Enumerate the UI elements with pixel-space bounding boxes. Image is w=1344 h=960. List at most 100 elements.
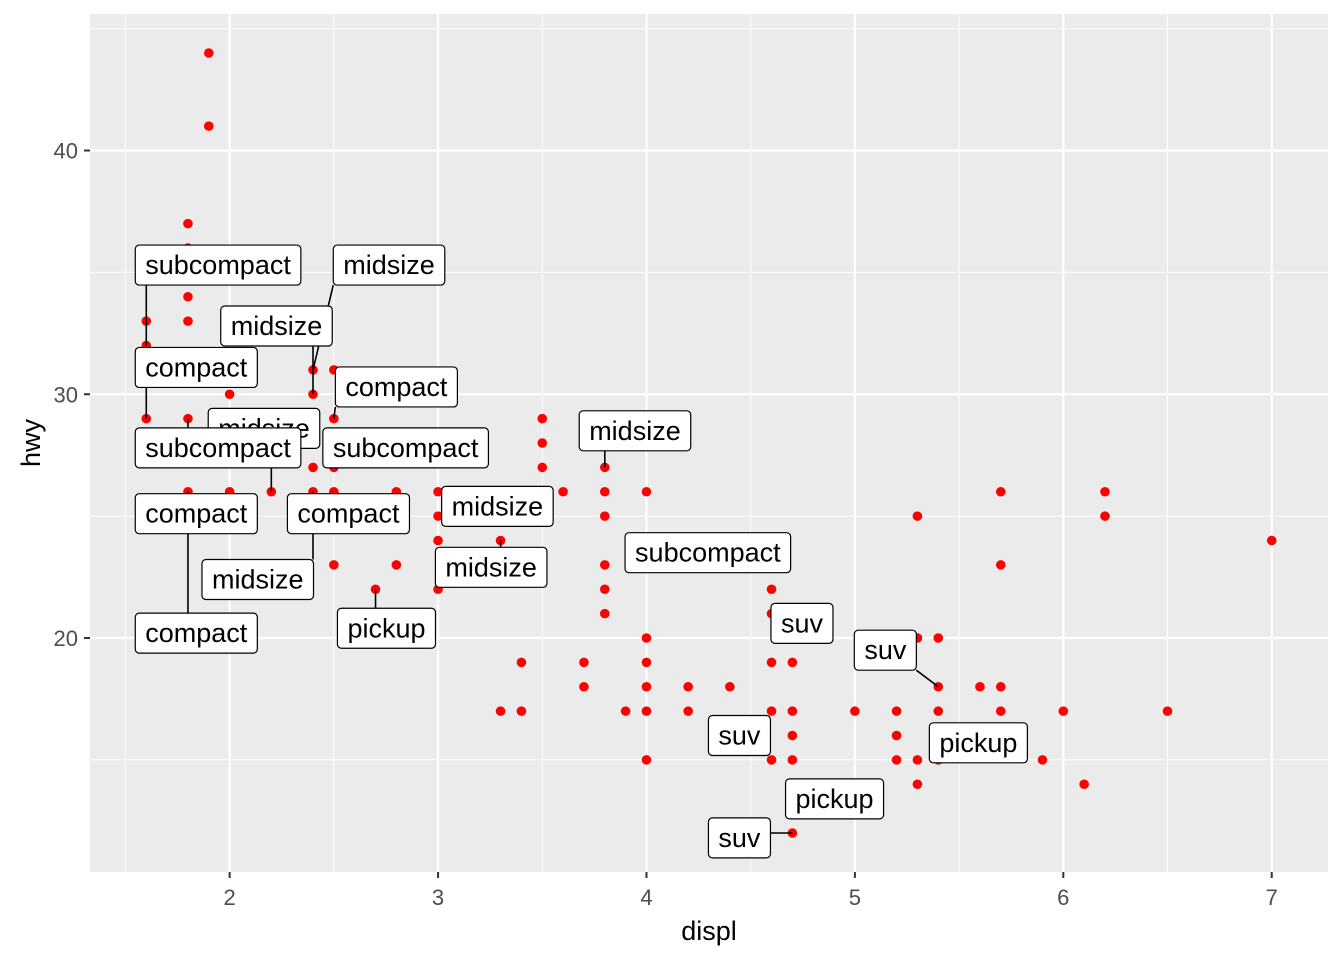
data-point [891,706,902,716]
data-point [433,511,443,521]
point-label-text: subcompact [635,538,781,568]
point-label-box [332,244,446,286]
data-point [391,560,402,570]
data-point [1100,486,1110,497]
point-label-text: midsize [212,565,304,595]
point-label-text: compact [145,618,248,648]
y-axis: 20 30 40 [54,139,90,651]
point-label-text: suv [864,635,907,665]
data-point [787,730,798,741]
data-point [1058,706,1069,716]
point-label-box [334,366,459,408]
point-label: compact [134,346,258,389]
point-label-box [134,612,258,654]
data-point [203,48,214,58]
data-point [599,511,610,521]
data-point [766,584,777,595]
point-label: midsize [332,244,446,286]
point-label-text: midsize [343,250,435,280]
point-label: midsize [434,546,548,588]
point-label-text: compact [145,499,248,529]
point-label-box [928,722,1028,764]
point-label: suv [853,629,917,671]
y-tick-label: 40 [54,139,78,164]
y-tick-label: 30 [54,382,78,407]
data-point [850,706,860,716]
data-point [579,657,589,668]
point-label: subcompact [322,427,490,469]
data-point [766,706,777,716]
data-point [787,657,798,668]
data-point [224,389,235,400]
data-point [933,706,944,716]
point-label-box [336,607,437,649]
y-axis-title: hwy [16,418,46,467]
data-point [641,706,652,716]
x-tick-label: 7 [1266,885,1278,910]
data-point [516,706,527,716]
point-label-box [578,410,692,452]
point-label: suv [770,602,834,644]
x-axis-title: displ [681,916,737,946]
point-label-text: midsize [452,491,544,521]
x-tick-label: 5 [849,885,861,910]
data-point [975,681,985,692]
point-label: compact [334,366,459,408]
point-label-box [707,817,772,859]
data-point [641,486,652,497]
data-point [725,681,735,692]
point-label-box [134,493,258,535]
point-label: subcompact [134,244,302,286]
point-label: compact [134,612,258,654]
leader-line [333,406,337,419]
data-point [787,706,798,716]
point-label: midsize [220,305,333,347]
point-label-box [286,493,411,535]
data-point [537,462,548,473]
point-label-text: midsize [445,552,537,582]
point-label-text: midsize [231,311,323,341]
point-label: pickup [928,722,1028,764]
point-label-text: suv [781,608,824,638]
x-tick-label: 6 [1057,885,1069,910]
point-label-box [134,244,302,286]
data-point [203,121,214,131]
data-point [641,633,652,643]
point-label: suv [707,714,772,757]
data-point [912,779,923,790]
data-point [599,608,610,619]
data-point [641,755,652,765]
point-labels: subcompact midsize midsize compact compact mi… [134,244,1028,859]
x-tick-label: 2 [224,885,236,910]
point-label: midsize [201,558,315,601]
data-point [995,560,1006,570]
point-label-text: compact [297,499,400,529]
data-point [537,438,548,448]
data-point [579,681,589,692]
data-point [787,755,798,765]
x-tick-label: 3 [432,885,444,910]
point-label-text: suv [718,823,761,853]
point-label-text: subcompact [333,433,479,463]
point-label-text: compact [145,352,248,382]
point-label-box [770,602,834,644]
data-point [912,511,923,521]
point-label: pickup [784,778,885,820]
point-label-box [134,346,258,389]
data-point [599,584,610,595]
data-point [766,657,777,668]
point-label-text: suv [718,721,761,751]
x-axis: 2 3 4 5 6 7 [224,872,1278,910]
point-label: subcompact [624,532,792,574]
data-point [329,560,339,570]
data-point [308,462,318,473]
data-point [433,535,443,546]
data-point [1100,511,1110,521]
point-label-text: subcompact [145,433,291,463]
data-point [516,657,527,668]
data-point [599,560,610,570]
data-point [912,755,923,765]
point-label-text: pickup [796,784,874,814]
point-label: compact [134,493,258,535]
